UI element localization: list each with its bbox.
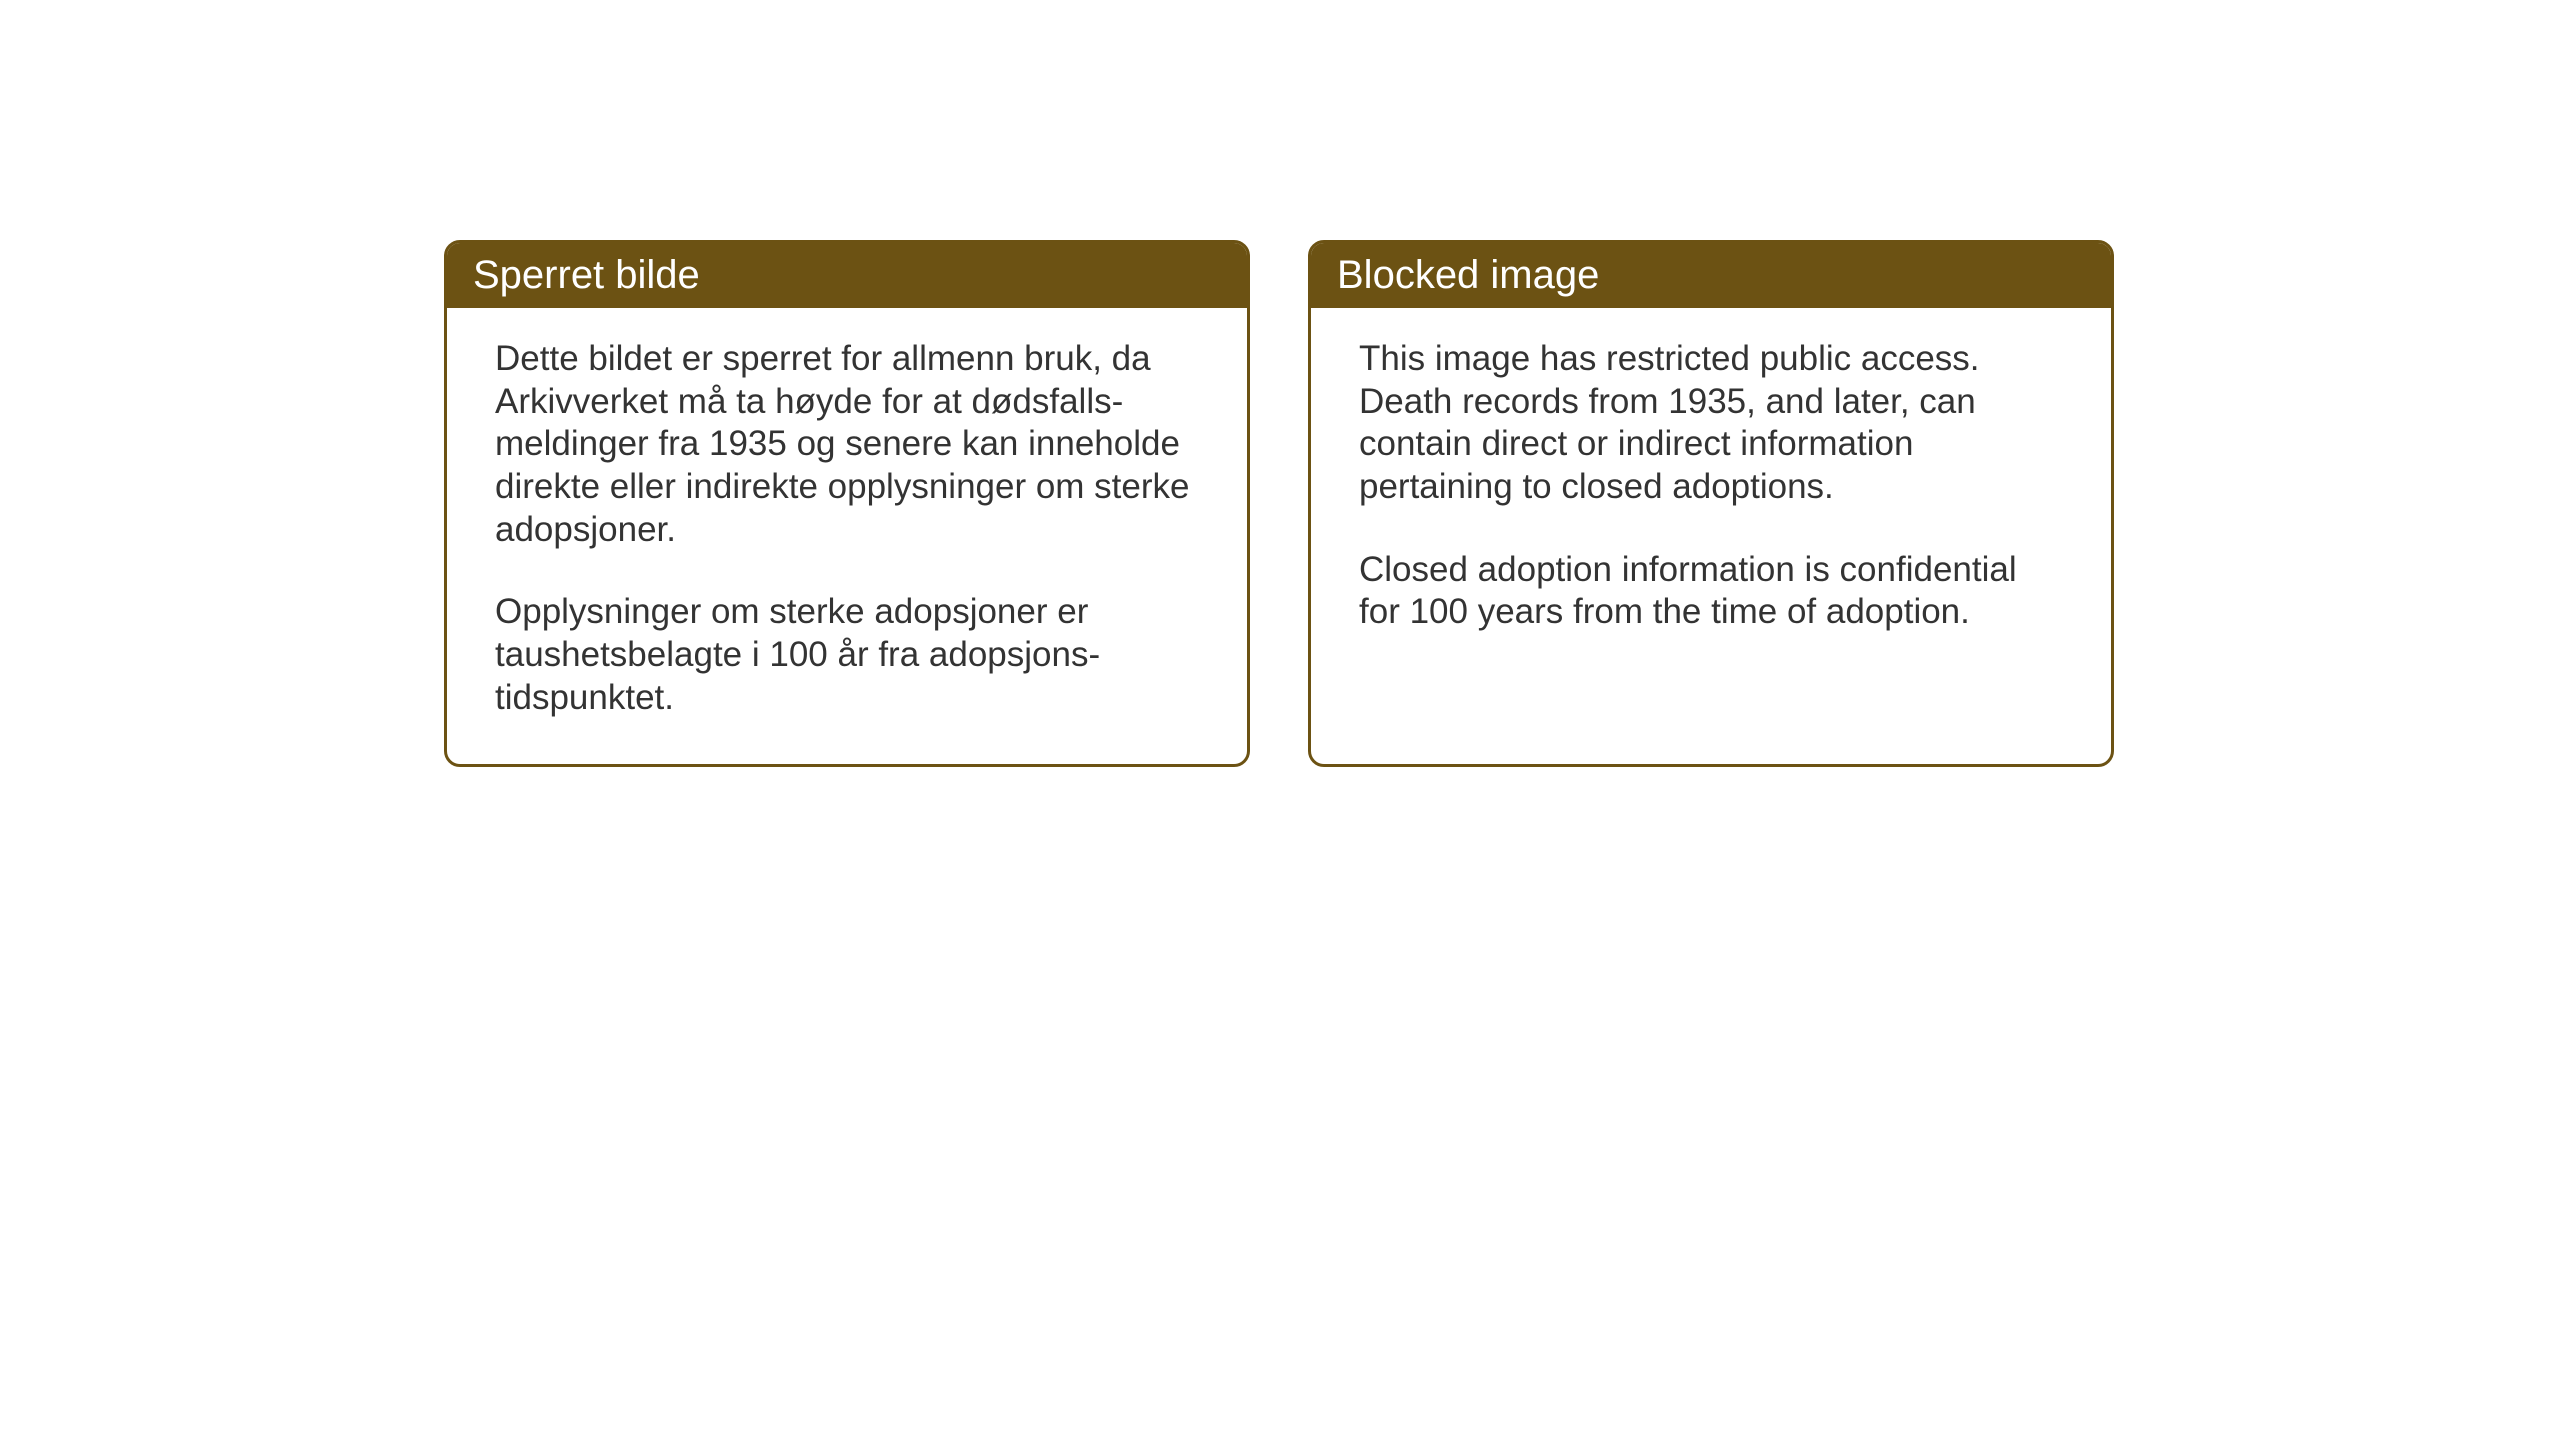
paragraph-text: Dette bildet er sperret for allmenn bruk… bbox=[495, 338, 1199, 551]
box-header-english: Blocked image bbox=[1311, 243, 2111, 308]
paragraph-text: Opplysninger om sterke adopsjoner er tau… bbox=[495, 591, 1199, 719]
box-header-norwegian: Sperret bilde bbox=[447, 243, 1247, 308]
box-title: Sperret bilde bbox=[473, 253, 700, 297]
info-box-norwegian: Sperret bilde Dette bildet er sperret fo… bbox=[444, 240, 1250, 767]
paragraph-text: Closed adoption information is confident… bbox=[1359, 549, 2063, 634]
box-body-norwegian: Dette bildet er sperret for allmenn bruk… bbox=[447, 308, 1247, 764]
box-title: Blocked image bbox=[1337, 253, 1599, 297]
paragraph-text: This image has restricted public access.… bbox=[1359, 338, 2063, 509]
info-boxes-container: Sperret bilde Dette bildet er sperret fo… bbox=[444, 240, 2114, 767]
box-body-english: This image has restricted public access.… bbox=[1311, 308, 2111, 678]
info-box-english: Blocked image This image has restricted … bbox=[1308, 240, 2114, 767]
